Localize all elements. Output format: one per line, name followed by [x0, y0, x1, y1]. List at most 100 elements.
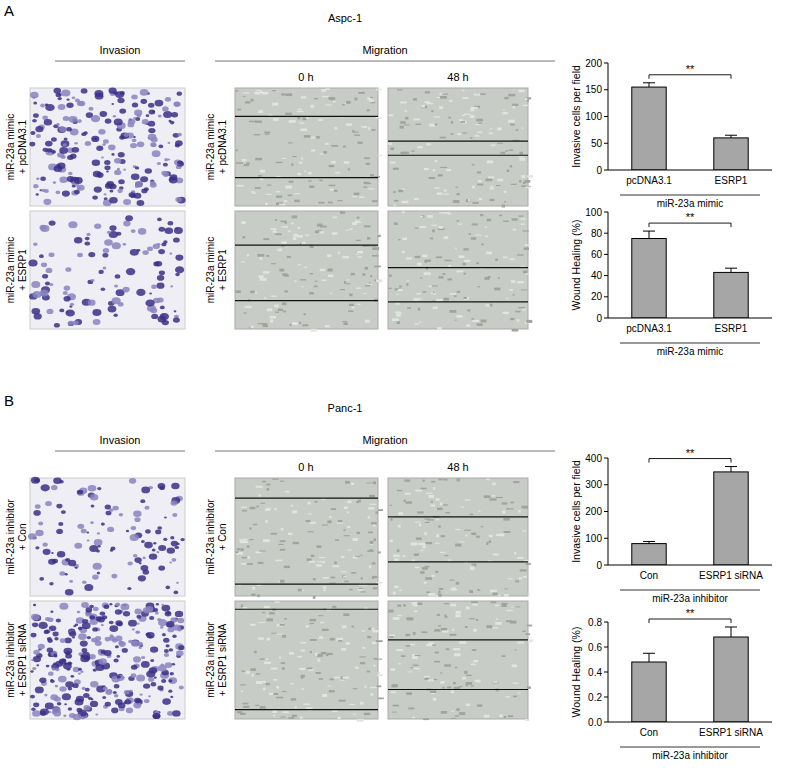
cell-texture [365, 267, 369, 270]
cell-texture [390, 505, 393, 506]
stained-cell [152, 110, 155, 112]
cell-texture [487, 625, 493, 628]
panel: BPanc-1InvasionMigration0 h48 hmiR-23a i… [4, 392, 555, 722]
stained-cell [157, 686, 163, 691]
stained-cell [129, 478, 136, 484]
cell-texture [469, 618, 475, 619]
cell-texture [276, 195, 282, 197]
cell-texture [474, 93, 481, 95]
stained-cell [78, 101, 85, 107]
cell-texture [349, 589, 352, 591]
cell-texture [408, 707, 414, 709]
stained-cell [60, 638, 66, 643]
cell-texture [318, 615, 323, 616]
cell-texture [396, 314, 401, 316]
cell-texture [293, 156, 297, 157]
cell-texture [451, 711, 454, 712]
cell-texture [273, 231, 277, 233]
cell-texture [485, 236, 488, 238]
stained-cell [146, 114, 150, 117]
cell-texture [292, 215, 298, 218]
stained-cell [153, 542, 156, 544]
cell-texture [262, 92, 269, 95]
cell-texture [397, 321, 400, 324]
cell-texture [353, 196, 357, 197]
cell-texture [503, 518, 509, 521]
stained-cell [50, 694, 58, 700]
stained-cell [113, 691, 117, 694]
cell-texture [472, 320, 479, 322]
row-label: + pcDNA3.1 [17, 119, 28, 174]
stained-cell [157, 162, 161, 165]
stained-cell [80, 655, 89, 662]
cell-texture [419, 298, 422, 299]
cell-texture [372, 255, 379, 257]
cell-texture [391, 691, 396, 693]
stained-cell [179, 686, 184, 690]
stained-cell [95, 641, 102, 646]
stained-cell [64, 662, 67, 664]
cell-texture [399, 663, 401, 665]
cell-texture [309, 185, 314, 188]
cell-texture [328, 275, 333, 278]
stained-cell [109, 621, 114, 625]
stained-cell [69, 305, 72, 307]
cell-texture [515, 650, 517, 651]
cell-texture [249, 539, 253, 540]
cell-texture [404, 124, 410, 125]
cell-texture [421, 550, 424, 551]
cell-texture [522, 506, 526, 508]
cell-texture [313, 578, 316, 580]
cell-texture [491, 144, 496, 146]
cell-texture [259, 257, 262, 259]
cell-texture [421, 571, 424, 573]
cell-texture [502, 655, 506, 657]
stained-cell [33, 113, 39, 118]
stained-cell [70, 303, 74, 306]
cell-texture [376, 685, 381, 687]
cell-texture [370, 693, 373, 696]
stained-cell [97, 572, 100, 575]
stained-cell [160, 313, 169, 320]
cell-texture [520, 152, 523, 155]
stained-cell [38, 622, 47, 629]
stained-cell [49, 283, 53, 286]
stained-cell [97, 532, 100, 534]
stained-cell [61, 155, 66, 159]
stained-cell [58, 522, 63, 526]
cell-texture [247, 545, 250, 547]
cell-texture [436, 256, 442, 258]
cell-texture [478, 511, 480, 512]
cell-texture [451, 121, 453, 124]
stained-cell [36, 177, 39, 180]
cell-texture [284, 290, 288, 292]
stained-cell [151, 314, 158, 319]
cell-texture [433, 169, 435, 171]
cell-texture [370, 275, 372, 277]
cell-texture [291, 223, 294, 225]
panel: AAspc-1InvasionMigration0 h48 hmiR-23a m… [4, 2, 555, 332]
cell-texture [362, 630, 365, 632]
cell-texture [266, 615, 268, 616]
cell-texture [418, 308, 421, 311]
cell-texture [290, 324, 292, 326]
cell-texture [364, 182, 370, 184]
cell-texture [433, 679, 437, 680]
stained-cell [173, 317, 180, 322]
tick-mark [604, 116, 608, 117]
cell-texture [243, 96, 245, 97]
wound-edge [388, 516, 528, 517]
stained-cell [94, 224, 101, 229]
stained-cell [36, 193, 39, 195]
cell-texture [282, 635, 286, 638]
stained-cell [59, 147, 68, 154]
cell-texture [457, 133, 461, 135]
cell-texture [348, 311, 353, 313]
stained-cell [174, 591, 179, 595]
stained-cell [171, 483, 179, 489]
cell-texture [415, 228, 419, 229]
stained-cell [180, 538, 184, 541]
cell-texture [334, 190, 338, 192]
cell-texture [314, 501, 317, 503]
cell-texture [370, 246, 377, 247]
